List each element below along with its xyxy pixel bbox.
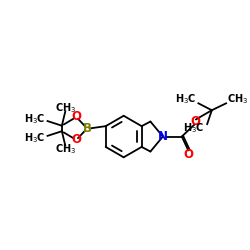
Text: N: N	[158, 130, 168, 143]
Text: O: O	[71, 134, 81, 146]
Text: CH$_3$: CH$_3$	[55, 101, 76, 114]
Text: CH$_3$: CH$_3$	[227, 92, 248, 106]
Text: H$_3$C: H$_3$C	[24, 131, 46, 144]
Text: O: O	[183, 148, 193, 161]
Text: O: O	[71, 110, 81, 124]
Text: H$_3$C: H$_3$C	[183, 121, 204, 135]
Text: O: O	[190, 115, 200, 128]
Text: H$_3$C: H$_3$C	[175, 92, 197, 106]
Text: B: B	[83, 122, 92, 135]
Text: CH$_3$: CH$_3$	[55, 142, 76, 156]
Text: H$_3$C: H$_3$C	[24, 112, 46, 126]
